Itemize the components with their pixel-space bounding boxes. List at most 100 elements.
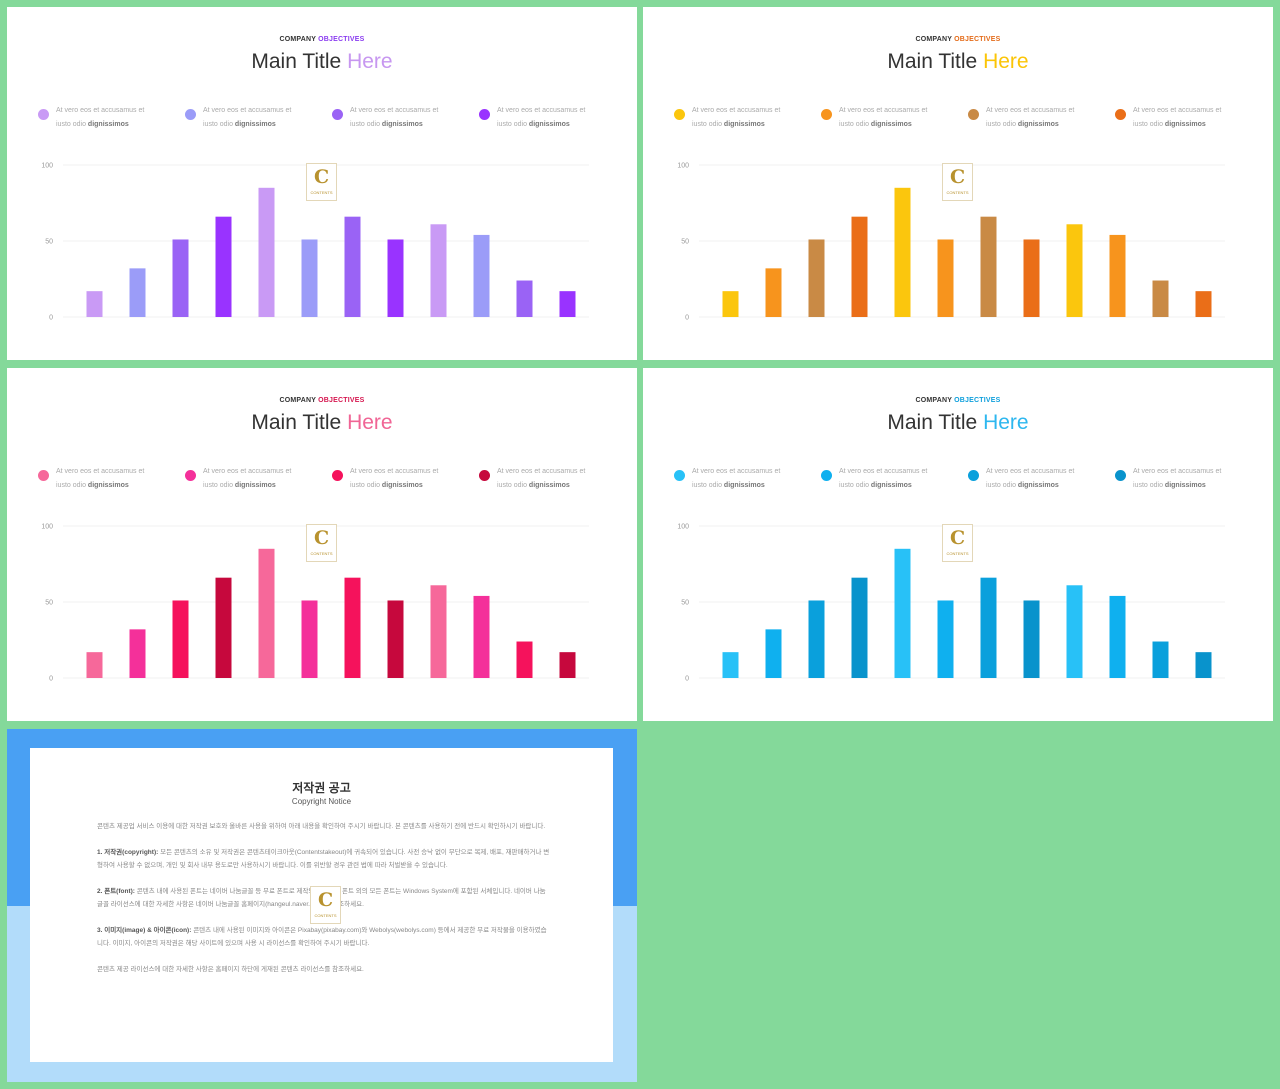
bar (851, 577, 868, 678)
bar (765, 629, 782, 678)
legend-subtext-plain: iusto odio (1133, 121, 1165, 128)
legend-subtext: iusto odio dignissimos (692, 121, 765, 128)
legend-subtext: iusto odio dignissimos (839, 482, 912, 489)
slide-title: Main Title Here (643, 50, 1273, 74)
legend-text: At vero eos et accusamus et (692, 107, 781, 114)
bar (258, 548, 275, 678)
notice-section-font: 2. 폰트(font): 콘텐츠 내에 사용된 폰트는 네이버 나눔글꼴 등 무… (97, 885, 550, 911)
y-tick-label: 50 (45, 239, 53, 246)
title-main: Main Title (887, 411, 984, 434)
chart-slide-pink: COMPANY OBJECTIVES Main Title Here At vero… (7, 368, 637, 721)
legend-dot-icon (479, 470, 490, 481)
legend-dot-icon (185, 109, 196, 120)
y-tick-label: 50 (681, 239, 689, 246)
legend-subtext-bold: dignissimos (87, 121, 129, 128)
bar (722, 291, 739, 317)
slide-kicker: COMPANY OBJECTIVES (7, 36, 637, 43)
legend-dot-icon (1115, 109, 1126, 120)
legend-subtext-plain: iusto odio (692, 482, 724, 489)
bar (86, 291, 103, 317)
bar (172, 600, 189, 678)
legend-dot-icon (1115, 470, 1126, 481)
slide-kicker: COMPANY OBJECTIVES (643, 36, 1273, 43)
chart-slide-blue: COMPANY OBJECTIVES Main Title Here At vero… (643, 368, 1273, 721)
legend-subtext-bold: dignissimos (1017, 121, 1059, 128)
logo-initial: C (949, 527, 966, 549)
legend-text: At vero eos et accusamus et (350, 107, 439, 114)
kicker-objectives: OBJECTIVES (954, 397, 1001, 404)
bar (980, 577, 997, 678)
bar (722, 652, 739, 678)
legend-subtext-plain: iusto odio (203, 482, 235, 489)
bar (129, 629, 146, 678)
legend-item: At vero eos et accusamus et iusto odio di… (968, 107, 1108, 137)
bar (258, 187, 275, 317)
bar-chart: 0 50 100 (677, 163, 1225, 322)
legend-subtext: iusto odio dignissimos (350, 482, 423, 489)
legend-item: At vero eos et accusamus et iusto odio di… (479, 107, 619, 137)
logo-initial: C (317, 889, 334, 911)
legend-subtext: iusto odio dignissimos (1133, 121, 1206, 128)
notice-intro: 콘텐츠 제공업 서비스 이용에 대한 저작권 보호와 올바른 사용을 위하여 아… (97, 823, 546, 830)
legend-subtext: iusto odio dignissimos (497, 482, 570, 489)
legend-item: At vero eos et accusamus et iusto odio di… (821, 468, 961, 498)
legend-text: At vero eos et accusamus et (839, 107, 928, 114)
y-tick-label: 50 (45, 600, 53, 607)
notice-card: 저작권 공고 Copyright Notice 콘텐츠 제공업 서비스 이용에 … (30, 748, 613, 1062)
legend-dot-icon (185, 470, 196, 481)
contents-logo: C CONTENTS (306, 163, 337, 201)
bar (894, 548, 911, 678)
legend-subtext-bold: dignissimos (870, 482, 912, 489)
bar (301, 600, 318, 678)
legend-dot-icon (968, 109, 979, 120)
legend-item: At vero eos et accusamus et iusto odio di… (479, 468, 619, 498)
contents-logo: C CONTENTS (942, 163, 973, 201)
bar (894, 187, 911, 317)
bar (516, 280, 533, 317)
legend-text: At vero eos et accusamus et (1133, 468, 1222, 475)
legend-subtext: iusto odio dignissimos (350, 121, 423, 128)
legend-subtext: iusto odio dignissimos (986, 482, 1059, 489)
legend-subtext: iusto odio dignissimos (203, 121, 276, 128)
title-accent: Here (347, 411, 393, 434)
bar (344, 577, 361, 678)
bar (516, 641, 533, 678)
legend-text: At vero eos et accusamus et (1133, 107, 1222, 114)
bar-chart: 0 50 100 (41, 163, 589, 322)
legend-subtext-bold: dignissimos (381, 482, 423, 489)
legend-subtext-bold: dignissimos (870, 121, 912, 128)
bar (1066, 224, 1083, 317)
bar (808, 600, 825, 678)
y-tick-label: 100 (677, 163, 689, 170)
legend-subtext-plain: iusto odio (203, 121, 235, 128)
chart-legend: At vero eos et accusamus et iusto odio di… (674, 468, 1254, 498)
title-accent: Here (983, 50, 1029, 73)
bar (851, 216, 868, 317)
slide-title: Main Title Here (643, 411, 1273, 435)
legend-text: At vero eos et accusamus et (986, 107, 1075, 114)
chart-slide-orange: COMPANY OBJECTIVES Main Title Here At vero… (643, 7, 1273, 360)
bar (937, 600, 954, 678)
legend-item: At vero eos et accusamus et iusto odio di… (1115, 468, 1255, 498)
legend-text: At vero eos et accusamus et (692, 468, 781, 475)
logo-initial: C (949, 166, 966, 188)
legend-text: At vero eos et accusamus et (203, 468, 292, 475)
kicker-company: COMPANY (279, 36, 319, 43)
legend-subtext-plain: iusto odio (350, 482, 382, 489)
slide-kicker: COMPANY OBJECTIVES (643, 397, 1273, 404)
legend-item: At vero eos et accusamus et iusto odio di… (968, 468, 1108, 498)
logo-initial: C (313, 166, 330, 188)
notice-section-image: 3. 이미지(image) & 아이콘(icon): 콘텐츠 내에 사용된 이미… (97, 924, 550, 950)
legend-subtext-bold: dignissimos (723, 121, 765, 128)
bar (215, 216, 232, 317)
legend-subtext-bold: dignissimos (381, 121, 423, 128)
y-tick-label: 0 (49, 676, 53, 683)
legend-item: At vero eos et accusamus et iusto odio di… (674, 107, 814, 137)
y-tick-label: 50 (681, 600, 689, 607)
chart-legend: At vero eos et accusamus et iusto odio di… (38, 107, 618, 137)
bar (473, 234, 490, 317)
kicker-company: COMPANY (915, 397, 955, 404)
contents-logo: C CONTENTS (310, 886, 341, 924)
kicker-company: COMPANY (279, 397, 319, 404)
legend-subtext-plain: iusto odio (839, 121, 871, 128)
